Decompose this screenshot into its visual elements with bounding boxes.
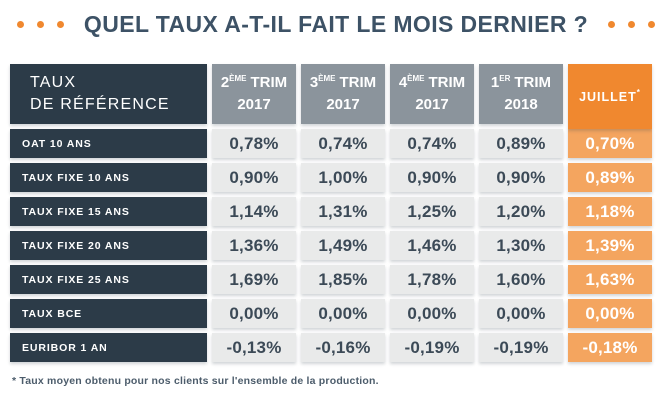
rate-cell: 0,89% xyxy=(479,129,563,158)
row-label: OAT 10 ANS xyxy=(10,129,207,158)
row-label: EURIBOR 1 AN xyxy=(10,333,207,362)
rate-cell-juillet: -0,18% xyxy=(568,333,652,362)
rate-cell: 0,90% xyxy=(390,163,474,192)
rate-cell: 1,85% xyxy=(301,265,385,294)
dot-icon xyxy=(608,21,616,28)
rate-cell: 1,31% xyxy=(301,197,385,226)
corner-line1: TAUX xyxy=(30,73,77,91)
col-header-trim4-2017: 4ÈME TRIM 2017 xyxy=(390,64,474,124)
rate-cell: 1,46% xyxy=(390,231,474,260)
rate-cell: 0,00% xyxy=(479,299,563,328)
corner-line2: DE RÉFÉRENCE xyxy=(30,96,170,113)
rate-cell: 1,78% xyxy=(390,265,474,294)
right-dots-decoration xyxy=(608,21,656,28)
dot-icon xyxy=(36,21,44,28)
dot-icon xyxy=(56,21,64,28)
asterisk-mark: * xyxy=(636,88,641,97)
footnote: * Taux moyen obtenu pour nos clients sur… xyxy=(12,375,379,387)
row-label: TAUX FIXE 20 ANS xyxy=(10,231,207,260)
row-label: TAUX BCE xyxy=(10,299,207,328)
table-corner-header: TAUX DE RÉFÉRENCE xyxy=(10,64,207,124)
rate-cell: 0,00% xyxy=(212,299,296,328)
rate-cell: 0,00% xyxy=(390,299,474,328)
page-title: QUEL TAUX A-T-IL FAIT LE MOIS DERNIER ? xyxy=(83,11,589,37)
rate-cell: 1,69% xyxy=(212,265,296,294)
rate-cell-juillet: 1,39% xyxy=(568,231,652,260)
rate-cell: 0,90% xyxy=(212,163,296,192)
rate-cell: 0,78% xyxy=(212,129,296,158)
rate-cell: -0,16% xyxy=(301,333,385,362)
rate-cell: -0,19% xyxy=(390,333,474,362)
col-header-year: 2017 xyxy=(237,96,271,113)
rate-cell-juillet: 0,00% xyxy=(568,299,652,328)
row-label: TAUX FIXE 15 ANS xyxy=(10,197,207,226)
rate-cell-juillet: 0,70% xyxy=(568,129,652,158)
col-header-trim2-2017: 2ÈME TRIM 2017 xyxy=(212,64,296,124)
rate-cell: 1,49% xyxy=(301,231,385,260)
rate-cell: 0,74% xyxy=(390,129,474,158)
col-header-year: 2018 xyxy=(504,96,538,113)
dot-icon xyxy=(648,21,656,28)
rate-cell: 1,30% xyxy=(479,231,563,260)
col-header-trim1-2018: 1ER TRIM 2018 xyxy=(479,64,563,124)
col-header-trim3-2017: 3ÈME TRIM 2017 xyxy=(301,64,385,124)
row-label: TAUX FIXE 25 ANS xyxy=(10,265,207,294)
rate-cell: 0,74% xyxy=(301,129,385,158)
col-header-year: 2017 xyxy=(415,96,449,113)
rate-cell: -0,19% xyxy=(479,333,563,362)
rate-cell-juillet: 1,63% xyxy=(568,265,652,294)
rate-cell: 0,90% xyxy=(479,163,563,192)
rate-cell-juillet: 0,89% xyxy=(568,163,652,192)
dot-icon xyxy=(628,21,636,28)
rate-cell-juillet: 1,18% xyxy=(568,197,652,226)
rates-table: TAUX DE RÉFÉRENCE 2ÈME TRIM 2017 3ÈME TRIM… xyxy=(10,64,652,362)
rate-cell: 0,00% xyxy=(301,299,385,328)
rate-cell: 1,36% xyxy=(212,231,296,260)
dot-icon xyxy=(16,21,24,28)
rate-cell: 1,14% xyxy=(212,197,296,226)
rate-cell: 1,00% xyxy=(301,163,385,192)
row-label: TAUX FIXE 10 ANS xyxy=(10,163,207,192)
rate-cell: 1,25% xyxy=(390,197,474,226)
rate-cell: -0,13% xyxy=(212,333,296,362)
col-header-juillet: JUILLET * xyxy=(568,64,652,129)
left-dots-decoration xyxy=(16,21,64,28)
rate-cell: 1,20% xyxy=(479,197,563,226)
col-header-year: 2017 xyxy=(326,96,360,113)
page-header: QUEL TAUX A-T-IL FAIT LE MOIS DERNIER ? xyxy=(0,0,672,38)
rate-cell: 1,60% xyxy=(479,265,563,294)
